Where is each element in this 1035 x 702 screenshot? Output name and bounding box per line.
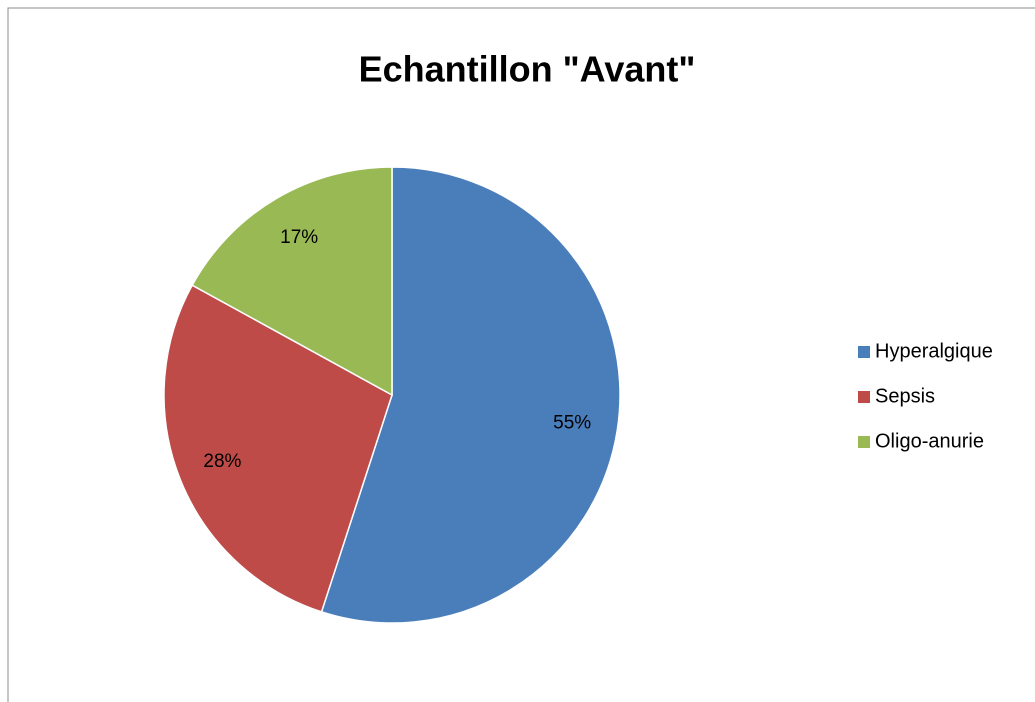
pie-slice	[191, 166, 393, 397]
chart-title: Echantillon "Avant"	[359, 49, 696, 90]
legend-label: Oligo-anurie	[875, 430, 984, 452]
legend-label: Sepsis	[875, 385, 935, 407]
legend-swatch	[858, 346, 870, 358]
legend-swatch	[858, 391, 870, 403]
chart-border	[7, 7, 1035, 702]
legend-label: Hyperalgique	[875, 340, 993, 362]
data-label: 17%	[280, 227, 318, 248]
data-label: 28%	[203, 451, 241, 472]
data-label: 55%	[553, 413, 591, 434]
pie-slice	[320, 166, 621, 624]
legend-swatch	[858, 436, 870, 448]
pie-slice	[163, 284, 393, 613]
